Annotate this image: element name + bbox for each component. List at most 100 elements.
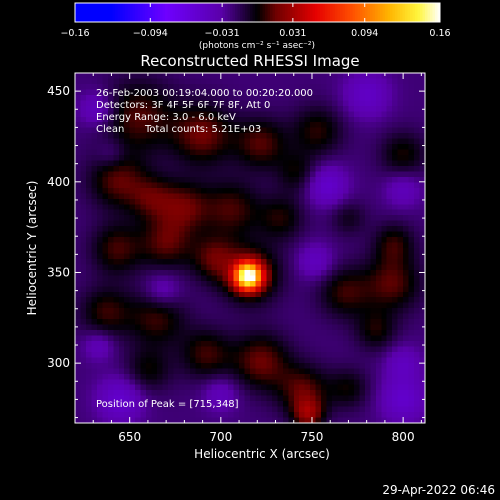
colorbar-strip [365,3,368,22]
colorbar-strip [217,3,221,22]
colorbar-strip [150,3,153,22]
colorbar-strip [432,3,436,22]
image-plot: 650 700 750 800 300 350 400 450 [47,72,426,444]
colorbar-strip [180,3,183,22]
colorbar-strip [390,3,393,22]
colorbar-strip [155,3,158,22]
colorbar-strip [290,3,293,22]
chart-title: Reconstructed RHESSI Image [140,52,359,70]
annotations: 26-Feb-2003 00:19:04.000 to 00:20:20.000… [96,88,313,410]
colorbar-strip [165,3,168,22]
colorbar-strip [157,3,161,22]
y-tick-label: 450 [47,84,70,98]
colorbar: −0.16 −0.094 −0.031 0.031 0.094 0.16 (photons… [60,2,451,51]
colorbar-strip [75,3,78,22]
colorbar-strip [202,3,206,22]
colorbar-strip [317,3,321,22]
colorbar-strip [272,3,276,22]
colorbar-strip [145,3,148,22]
colorbar-strip [370,3,373,22]
colorbar-strip [187,3,191,22]
colorbar-strip [90,3,93,22]
colorbar-gradient [75,3,441,22]
colorbar-strip [385,3,388,22]
colorbar-strip [297,3,301,22]
colorbar-strip [310,3,313,22]
colorbar-unit-label: (photons cm⁻² s⁻¹ asec⁻²) [199,41,315,51]
colorbar-strip [302,3,306,22]
colorbar-tick-label: −0.16 [60,28,89,39]
colorbar-strip [125,3,128,22]
colorbar-strip [250,3,253,22]
x-axis-label: Heliocentric X (arcsec) [194,447,330,461]
colorbar-strip [342,3,346,22]
heatmap-image [75,73,425,423]
colorbar-tick-label: 0.031 [279,28,306,39]
clean-annotation: Clean [96,124,124,135]
colorbar-strip [350,3,353,22]
colorbar-strip [220,3,223,22]
colorbar-strip [242,3,246,22]
colorbar-strip [402,3,406,22]
colorbar-strip [295,3,298,22]
colorbar-strip [307,3,311,22]
colorbar-strip [417,3,421,22]
colorbar-strip [167,3,171,22]
colorbar-strip [130,3,133,22]
detectors-annotation: Detectors: 3F 4F 5F 6F 7F 8F, Att 0 [96,100,270,111]
date-stamp: 29-Apr-2022 06:46 [382,483,495,497]
colorbar-strip [120,3,123,22]
colorbar-strip [247,3,251,22]
colorbar-strip [82,3,86,22]
colorbar-strip [112,3,116,22]
colorbar-strip [142,3,146,22]
colorbar-strip [325,3,328,22]
energy-range-annotation: Energy Range: 3.0 - 6.0 keV [96,112,236,123]
y-tick-label: 400 [47,175,70,189]
colorbar-strip [185,3,188,22]
axis-ticks: 650 700 750 800 300 350 400 450 [47,72,425,444]
colorbar-strip [292,3,296,22]
colorbar-strip [435,3,438,22]
colorbar-strip [190,3,193,22]
colorbar-strip [232,3,236,22]
colorbar-strip [140,3,143,22]
colorbar-strip [397,3,401,22]
colorbar-strip [437,3,441,22]
colorbar-strip [122,3,126,22]
colorbar-strip [117,3,121,22]
colorbar-strip [237,3,241,22]
y-tick-label: 300 [47,356,70,370]
colorbar-strip [240,3,243,22]
colorbar-strip [105,3,108,22]
colorbar-strip [265,3,268,22]
colorbar-strip [95,3,98,22]
plot-frame [74,72,426,424]
colorbar-tick-label: −0.031 [205,28,240,39]
colorbar-strip [197,3,201,22]
colorbar-strip [260,3,263,22]
colorbar-strip [245,3,248,22]
colorbar-strip [135,3,138,22]
peak-position-annotation: Position of Peak = [715,348] [96,399,239,410]
colorbar-strip [182,3,186,22]
colorbar-strip [132,3,136,22]
colorbar-ticks: −0.16 −0.094 −0.031 0.031 0.094 0.16 [60,3,451,39]
colorbar-strip [212,3,216,22]
x-tick-label: 650 [118,430,141,444]
colorbar-strip [277,3,281,22]
colorbar-strip [127,3,131,22]
colorbar-strip [267,3,271,22]
colorbar-strip [347,3,351,22]
colorbar-strip [332,3,336,22]
colorbar-frame [74,2,441,23]
colorbar-strip [312,3,316,22]
colorbar-strip [80,3,83,22]
colorbar-strip [400,3,403,22]
colorbar-strip [92,3,96,22]
colorbar-strip [192,3,196,22]
colorbar-strip [252,3,256,22]
colorbar-strip [380,3,383,22]
x-tick-label: 700 [209,430,232,444]
